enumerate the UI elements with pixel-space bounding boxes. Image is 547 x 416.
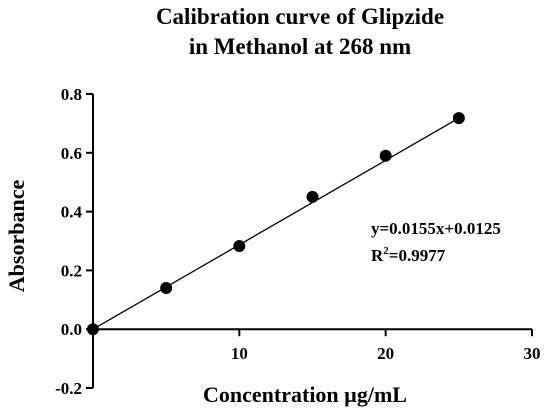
data-point	[452, 112, 465, 125]
data-point	[87, 323, 99, 336]
x-tick-label: 30	[524, 344, 541, 363]
r-squared-prefix: R	[371, 246, 384, 265]
data-point	[160, 282, 173, 295]
data-point	[306, 190, 319, 203]
y-tick-label: -0.2	[55, 379, 82, 398]
equation-annotation: y=0.0155x+0.0125	[371, 219, 501, 238]
data-point	[379, 149, 392, 162]
x-tick-label: 10	[231, 344, 248, 363]
y-tick-label: 0.0	[61, 320, 82, 339]
fit-line-group	[92, 117, 460, 330]
y-tick-label: 0.6	[61, 144, 82, 163]
chart-title-line-2: in Methanol at 268 nm	[189, 34, 411, 59]
y-tick-label: 0.2	[61, 261, 82, 280]
y-axis-label: Absorbance	[4, 180, 29, 293]
x-tick-label: 20	[377, 344, 394, 363]
y-tick-label: 0.8	[61, 85, 82, 104]
data-points-group	[87, 112, 465, 336]
r-squared-superscript: 2	[383, 245, 389, 257]
r-squared-annotation: R2=0.9977	[371, 245, 446, 265]
chart-title-line-1: Calibration curve of Glipzide	[156, 4, 444, 29]
y-tick-label: 0.4	[61, 203, 83, 222]
fit-line	[92, 117, 460, 330]
axes: -0.2 0.0 0.2 0.4 0.6 0.8 10 20 30	[55, 85, 540, 398]
r-squared-value: =0.9977	[389, 246, 446, 265]
data-point	[233, 239, 246, 252]
x-axis-label: Concentration µg/mL	[203, 382, 407, 407]
